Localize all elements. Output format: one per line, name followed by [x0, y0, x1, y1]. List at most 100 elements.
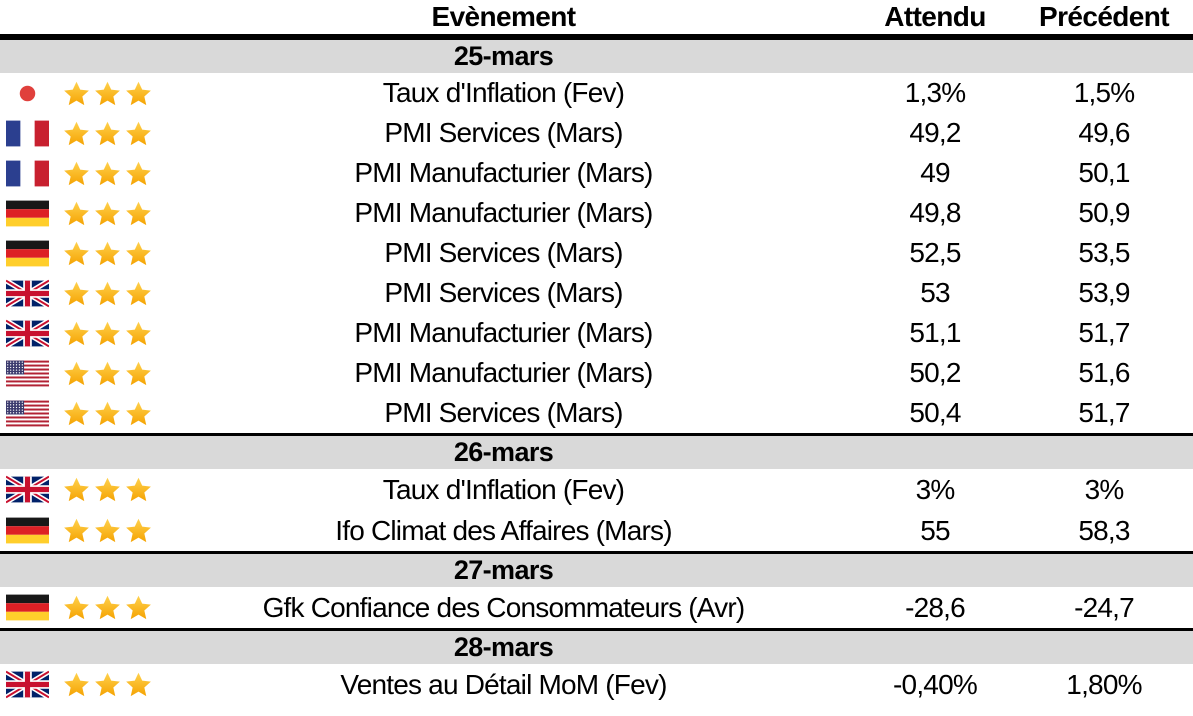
star-icon [95, 401, 120, 425]
expected-value: 53 [920, 277, 950, 308]
star-icon [95, 201, 120, 225]
star-icon [64, 121, 89, 145]
event-name: PMI Manufacturier (Mars) [354, 197, 653, 228]
date-section-band: 27-mars [0, 551, 1193, 587]
country-flag-cell [0, 593, 56, 622]
country-flag-cell [0, 159, 56, 188]
previous-value: -24,7 [1074, 591, 1135, 623]
event-row: PMI Manufacturier (Mars) 50,2 51,6 [0, 353, 1193, 393]
previous-value: 51,6 [1078, 357, 1130, 388]
star-icon [126, 81, 151, 105]
event-row: PMI Manufacturier (Mars) 49 50,1 [0, 153, 1193, 193]
expected-value: -28,6 [905, 591, 966, 623]
previous-value: 49,6 [1078, 117, 1130, 148]
calendar-sections: 25-mars Taux d'Inflation (Fev) 1,3% 1,5% PMI… [0, 37, 1193, 705]
star-icon [126, 401, 151, 425]
star-icon [64, 321, 89, 345]
star-icon [126, 161, 151, 185]
event-row: Taux d'Inflation (Fev) 1,3% 1,5% [0, 73, 1193, 113]
flag-icon-germany [6, 200, 49, 232]
flag-icon-germany [6, 517, 49, 549]
country-flag-cell [0, 475, 56, 504]
star-icon [95, 518, 120, 543]
previous-value: 51,7 [1078, 397, 1130, 428]
event-row: PMI Services (Mars) 50,4 51,7 [0, 393, 1193, 433]
expected-value: 55 [920, 514, 950, 546]
previous-value: 53,5 [1078, 237, 1130, 268]
expected-value: -0,40% [893, 668, 978, 700]
event-row: PMI Manufacturier (Mars) 49,8 50,9 [0, 193, 1193, 233]
importance-stars [56, 476, 152, 503]
event-name: PMI Services (Mars) [384, 397, 623, 428]
previous-value: 50,9 [1078, 197, 1130, 228]
star-icon [95, 477, 120, 502]
star-icon [64, 477, 89, 502]
expected-value: 1,3% [904, 77, 966, 108]
star-icon [95, 121, 120, 145]
event-row: Ventes au Détail MoM (Fev) -0,40% 1,80% [0, 664, 1193, 705]
flag-icon-france [6, 120, 49, 152]
star-icon [64, 201, 89, 225]
country-flag-cell [0, 119, 56, 148]
importance-stars [56, 594, 152, 621]
event-row: PMI Services (Mars) 49,2 49,6 [0, 113, 1193, 153]
event-row: PMI Services (Mars) 52,5 53,5 [0, 233, 1193, 273]
previous-value: 50,1 [1078, 157, 1130, 188]
flag-icon-germany [6, 240, 49, 272]
importance-stars [56, 240, 152, 267]
star-icon [95, 595, 120, 620]
importance-stars [56, 160, 152, 187]
star-icon [126, 477, 151, 502]
star-icon [95, 361, 120, 385]
star-icon [64, 81, 89, 105]
previous-value: 58,3 [1078, 514, 1130, 546]
section-date-label: 26-mars [453, 437, 554, 467]
flag-icon-germany [6, 594, 49, 626]
star-icon [126, 361, 151, 385]
star-icon [64, 401, 89, 425]
event-row: Taux d'Inflation (Fev) 3% 3% [0, 469, 1193, 510]
importance-stars [56, 320, 152, 347]
flag-icon-uk [6, 670, 49, 703]
flag-icon-usa [6, 360, 49, 392]
previous-value: 1,80% [1066, 668, 1142, 700]
event-name: PMI Manufacturier (Mars) [354, 317, 653, 348]
star-icon [126, 241, 151, 265]
expected-value: 50,4 [909, 397, 961, 428]
star-icon [126, 321, 151, 345]
event-name: PMI Services (Mars) [384, 237, 623, 268]
importance-stars [56, 200, 152, 227]
event-name: Ifo Climat des Affaires (Mars) [335, 514, 672, 546]
expected-value: 49,2 [909, 117, 961, 148]
country-flag-cell [0, 516, 56, 545]
flag-icon-uk [6, 475, 49, 508]
event-row: PMI Services (Mars) 53 53,9 [0, 273, 1193, 313]
flag-icon-france [6, 160, 49, 192]
table-header-row: Evènement Attendu Précédent [0, 0, 1193, 37]
flag-icon-uk [6, 318, 49, 352]
previous-value: 51,7 [1078, 317, 1130, 348]
date-section-band: 26-mars [0, 433, 1193, 469]
importance-stars [56, 80, 152, 107]
column-header-previous: Précédent [1039, 1, 1170, 32]
event-name: Gfk Confiance des Consommateurs (Avr) [262, 591, 746, 623]
expected-value: 50,2 [909, 357, 961, 388]
date-section-band: 28-mars [0, 628, 1193, 664]
country-flag-cell [0, 199, 56, 228]
flag-icon-uk [6, 278, 49, 312]
event-row: PMI Manufacturier (Mars) 51,1 51,7 [0, 313, 1193, 353]
section-date-label: 27-mars [453, 555, 554, 585]
importance-stars [56, 671, 152, 698]
star-icon [95, 281, 120, 305]
previous-value: 1,5% [1073, 77, 1135, 108]
expected-value: 52,5 [909, 237, 961, 268]
flag-icon-usa [6, 400, 49, 432]
star-icon [64, 518, 89, 543]
event-name: PMI Services (Mars) [384, 277, 623, 308]
column-header-event: Evènement [431, 1, 577, 32]
star-icon [95, 81, 120, 105]
country-flag-cell [0, 79, 56, 108]
star-icon [64, 281, 89, 305]
expected-value: 3% [915, 473, 956, 505]
date-section-band: 25-mars [0, 37, 1193, 73]
